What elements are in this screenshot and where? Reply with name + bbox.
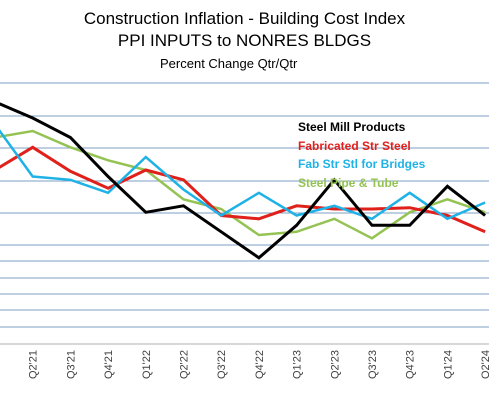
title-block: Construction Inflation - Building Cost I… [0, 8, 489, 52]
x-tick-label: Q2'23 [329, 350, 341, 379]
legend-item-pipe-tube: Steel Pipe & Tube [298, 175, 399, 190]
x-tick-label: Q4'21 [103, 350, 115, 379]
x-tick-label: Q3'22 [216, 350, 228, 379]
legend-item-fab-str: Fabricated Str Steel [298, 138, 411, 153]
x-tick-labels: Q2'21 Q3'21 Q4'21 Q1'22 Q2'22 Q3'22 Q4'22 Q1'23… [28, 350, 489, 379]
x-tick-label: Q3'23 [367, 350, 379, 379]
legend: Steel Mill Products Fabricated Str Steel… [298, 118, 425, 192]
x-tick-label: Q1'23 [292, 350, 304, 379]
x-tick-label: Q2'22 [179, 350, 191, 379]
legend-item-steel-mill: Steel Mill Products [298, 120, 406, 134]
legend-item-fab-bridges: Fab Str Stl for Bridges [298, 157, 426, 171]
x-tick-label: Q4'22 [254, 350, 266, 379]
series-line-pipe-tube [0, 129, 486, 240]
x-tick-label: Q4'23 [405, 350, 417, 379]
x-tick-label: Q2'21 [28, 350, 40, 379]
x-tick-label: Q3'21 [65, 350, 77, 379]
x-tick-label: Q1'24 [442, 350, 454, 379]
chart-title: Construction Inflation - Building Cost I… [83, 9, 406, 28]
series-line-fab-str [0, 145, 486, 234]
chart-subtitle-2: Percent Change Qtr/Qtr [160, 56, 298, 71]
series-lines [0, 102, 487, 260]
x-tick-label: Q2'24 [480, 350, 489, 379]
series-line-fab-bridges [0, 129, 486, 221]
series-line-steel-mill [0, 102, 487, 260]
chart-subtitle: PPI INPUTS to NONRES BLDGS [117, 31, 372, 50]
x-tick-label: Q1'22 [141, 350, 153, 379]
